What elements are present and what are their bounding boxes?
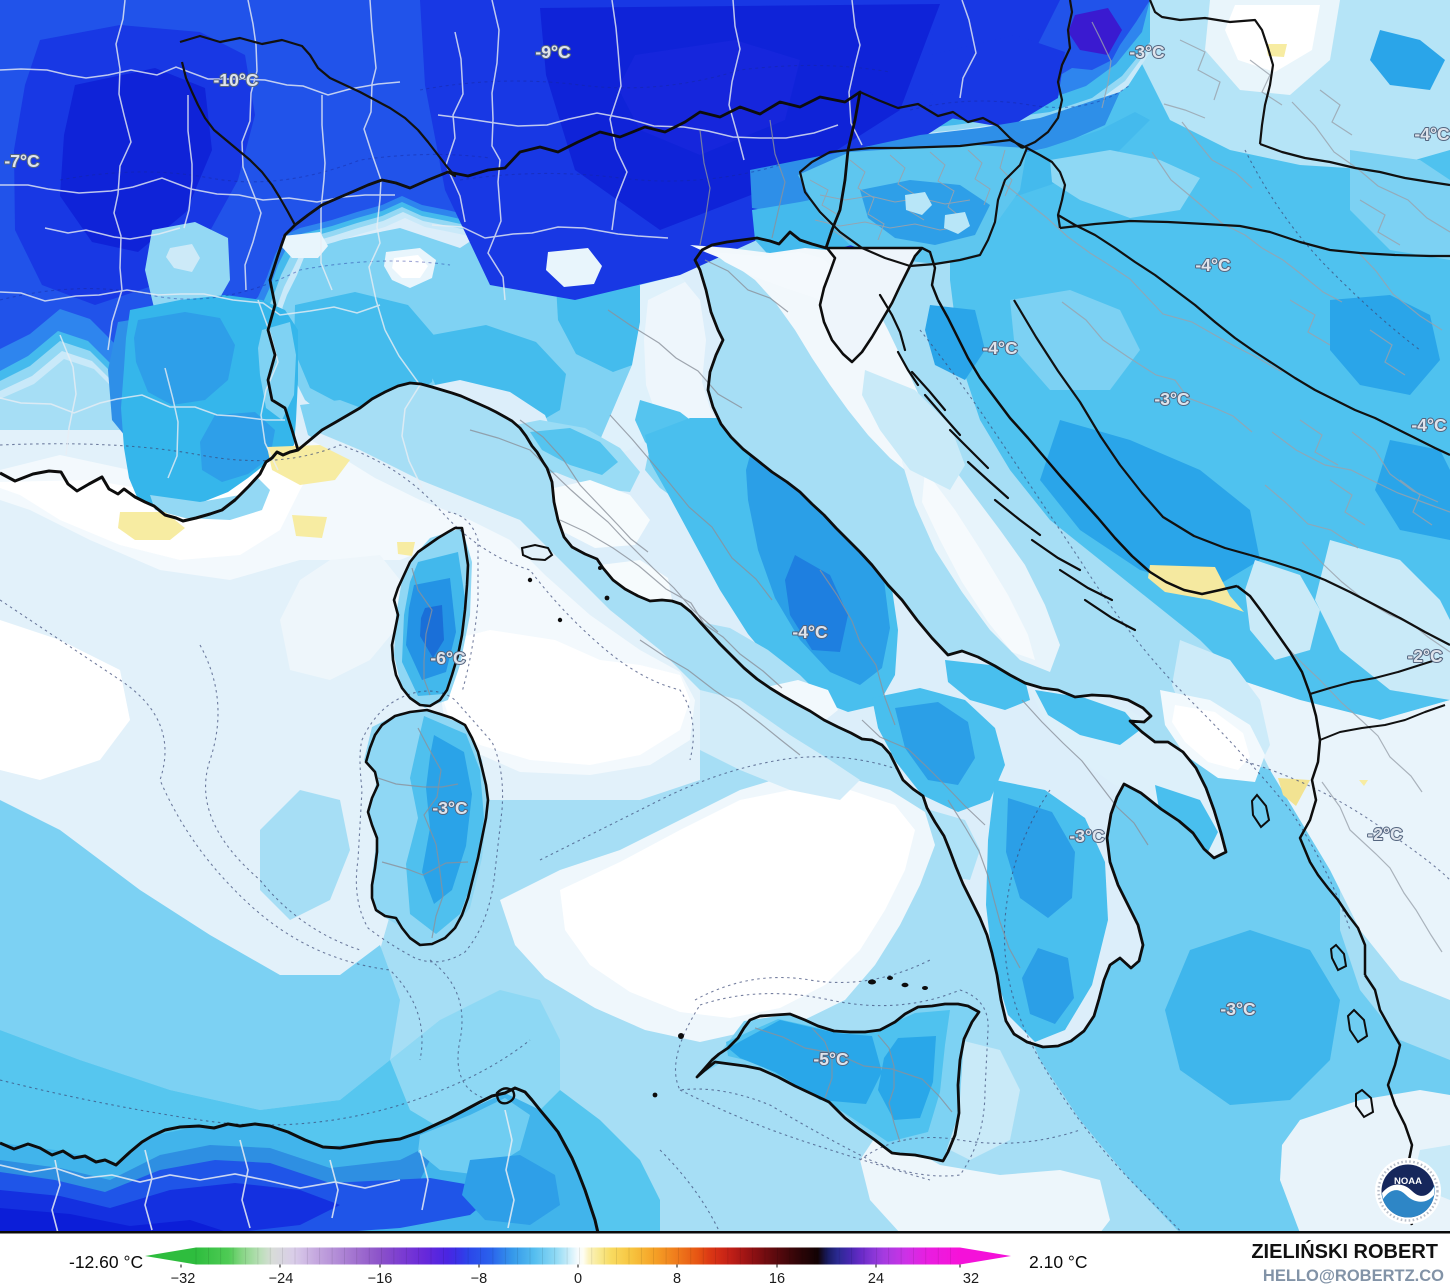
svg-text:NOAA: NOAA (1394, 1176, 1422, 1187)
svg-text:−8: −8 (471, 1271, 488, 1287)
svg-text:16: 16 (769, 1271, 785, 1287)
svg-text:-2°C: -2°C (1367, 824, 1403, 844)
svg-text:-9°C: -9°C (535, 42, 571, 62)
svg-text:-4°C: -4°C (982, 338, 1018, 358)
svg-text:-3°C: -3°C (1220, 999, 1256, 1019)
svg-text:-3°C: -3°C (1154, 389, 1190, 409)
svg-text:ZIELIŃSKI ROBERT: ZIELIŃSKI ROBERT (1251, 1240, 1438, 1263)
svg-text:-7°C: -7°C (4, 151, 40, 171)
svg-text:HELLO@ROBERTZ.CO: HELLO@ROBERTZ.CO (1263, 1267, 1444, 1285)
svg-text:32: 32 (963, 1271, 979, 1287)
svg-text:-4°C: -4°C (1195, 255, 1231, 275)
svg-text:-4°C: -4°C (1414, 124, 1450, 144)
svg-text:-4°C: -4°C (792, 622, 828, 642)
svg-text:-3°C: -3°C (1069, 826, 1105, 846)
svg-text:−16: −16 (368, 1271, 393, 1287)
svg-text:24: 24 (868, 1271, 884, 1287)
svg-text:-4°C: -4°C (1411, 415, 1447, 435)
svg-text:−24: −24 (269, 1271, 294, 1287)
svg-text:-3°C: -3°C (432, 798, 468, 818)
svg-text:-6°C: -6°C (430, 648, 466, 668)
svg-text:-5°C: -5°C (813, 1049, 849, 1069)
svg-text:8: 8 (673, 1271, 681, 1287)
svg-text:-3°C: -3°C (1129, 42, 1165, 62)
svg-text:-2°C: -2°C (1407, 646, 1443, 666)
svg-text:-12.60 °C: -12.60 °C (69, 1252, 143, 1272)
svg-text:0: 0 (574, 1271, 582, 1287)
svg-text:−32: −32 (171, 1271, 196, 1287)
svg-text:-10°C: -10°C (214, 70, 259, 90)
svg-text:2.10 °C: 2.10 °C (1029, 1252, 1088, 1272)
